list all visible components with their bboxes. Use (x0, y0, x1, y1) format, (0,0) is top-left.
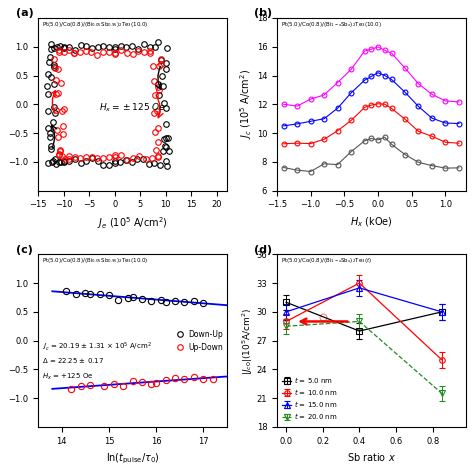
Text: Pt(5.0)/Co(0.8)/(Bi$_{1-x}$Sb$_x$)$_2$Te$_3$($t$): Pt(5.0)/Co(0.8)/(Bi$_{1-x}$Sb$_x$)$_2$Te… (281, 256, 372, 265)
Text: $\Delta$ = 22.25 $\pm$ 0.17: $\Delta$ = 22.25 $\pm$ 0.17 (42, 356, 104, 365)
Text: Pt(5.0)/Co(0.8)/(Bi$_{1-x}$Sb$_x$)$_2$Te$_3$(10.0): Pt(5.0)/Co(0.8)/(Bi$_{1-x}$Sb$_x$)$_2$Te… (281, 20, 382, 29)
X-axis label: $J_e$ (10$^5$ A/cm$^2$): $J_e$ (10$^5$ A/cm$^2$) (97, 215, 168, 231)
Text: $H_x$ = +125 Oe: $H_x$ = +125 Oe (42, 372, 93, 382)
Text: $J_c$ = 20.19 $\pm$ 1.31 $\times$ 10$^5$ A/cm$^2$: $J_c$ = 20.19 $\pm$ 1.31 $\times$ 10$^5$… (42, 341, 152, 353)
X-axis label: ln($t_{\mathrm{pulse}}/\tau_0$): ln($t_{\mathrm{pulse}}/\tau_0$) (106, 451, 159, 465)
Text: (b): (b) (254, 8, 273, 18)
Text: (c): (c) (16, 245, 32, 255)
Legend: $t$ = 5.0 nm, $t$ = 10.0 nm, $t$ = 15.0 nm, $t$ = 20.0 nm: $t$ = 5.0 nm, $t$ = 10.0 nm, $t$ = 15.0 … (281, 373, 340, 423)
Text: $H_x = \pm 125$ Oe: $H_x = \pm 125$ Oe (99, 101, 166, 114)
X-axis label: $H_x$ (kOe): $H_x$ (kOe) (350, 215, 393, 228)
X-axis label: Sb ratio $x$: Sb ratio $x$ (347, 451, 396, 463)
Text: (a): (a) (16, 8, 33, 18)
Text: Pt(5.0)/Co(0.8)/(Bi$_{0.05}$Sb$_{0.95}$)$_2$Te$_3$(10.0): Pt(5.0)/Co(0.8)/(Bi$_{0.05}$Sb$_{0.95}$)… (42, 20, 148, 29)
Text: (d): (d) (254, 245, 273, 255)
Text: Pt(5.0)/Co(0.8)/(Bi$_{0.05}$Sb$_{0.95}$)$_2$Te$_3$(10.0): Pt(5.0)/Co(0.8)/(Bi$_{0.05}$Sb$_{0.95}$)… (42, 256, 148, 265)
Y-axis label: $J_c$ (10$^5$ A/cm$^2$): $J_c$ (10$^5$ A/cm$^2$) (238, 69, 254, 139)
Y-axis label: |$J_{c0}$|(10$^5$A/cm$^2$): |$J_{c0}$|(10$^5$A/cm$^2$) (241, 307, 255, 374)
Legend: Down-Up, Up-Down: Down-Up, Up-Down (178, 330, 223, 352)
